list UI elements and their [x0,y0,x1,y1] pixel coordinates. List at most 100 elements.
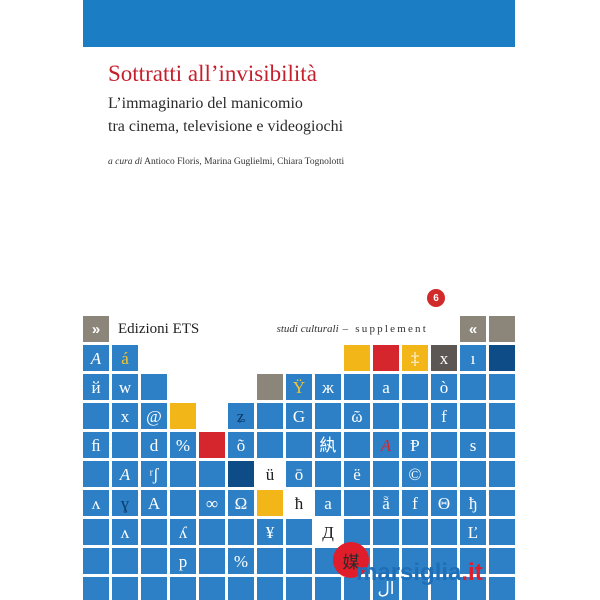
mosaic-tile: G [286,403,312,429]
mosaic-tile [315,577,341,600]
mosaic-glyph: ẵ [382,493,390,513]
watermark-tld: .it [461,559,483,586]
mosaic-tile: ʳʃ [141,461,167,487]
mosaic-tile [489,519,515,545]
mosaic-glyph: Д [322,522,334,542]
mosaic-tile: Ᵽ [402,432,428,458]
mosaic-tile: 紈 [315,432,341,458]
mosaic-tile [257,490,283,516]
mosaic-empty-cell [315,345,341,371]
mosaic-empty-cell [257,345,283,371]
mosaic-tile [141,374,167,400]
mosaic-tile: Θ [431,490,457,516]
mosaic-tile: ʌ [83,490,109,516]
mosaic-tile [257,374,283,400]
mosaic-tile: © [402,461,428,487]
mosaic-glyph: ʌ [120,522,130,542]
mosaic-tile: p [170,548,196,574]
mosaic-glyph: Θ [437,493,451,513]
mosaic-tile [112,548,138,574]
mosaic-tile [402,519,428,545]
mosaic-tile [373,403,399,429]
mosaic-tile [460,577,486,600]
mosaic-tile: % [228,548,254,574]
mosaic-glyph: G [292,406,306,426]
mosaic-tile [344,577,370,600]
mosaic-glyph: Ľ [467,522,479,542]
mosaic-tile [257,403,283,429]
mosaic-tile: Д [315,519,341,545]
mosaic-tile [373,548,399,574]
mosaic-glyph: Ω [234,493,248,513]
mosaic-tile: ¥ [257,519,283,545]
series-name: studi culturali [276,323,339,335]
mosaic-glyph: Ÿ [292,377,306,397]
mosaic-tile: f [402,490,428,516]
mosaic-tile: ђ [460,490,486,516]
mosaic-glyph: © [408,464,422,484]
mosaic-glyph: й [91,377,101,397]
mosaic-tile [344,374,370,400]
mosaic-tile [489,403,515,429]
mosaic-glyph: a [382,377,390,397]
mosaic-tile [402,577,428,600]
mosaic-glyph: ı [470,348,476,368]
mosaic-tile [199,432,225,458]
book-title: Sottratti all’invisibilità [108,61,317,86]
mosaic-tile: f [431,403,457,429]
mosaic-tile [286,519,312,545]
mosaic-tile: ʎ [170,519,196,545]
mosaic-glyph: s [469,435,477,455]
mosaic-tile: d [141,432,167,458]
mosaic-glyph: ‡ [410,348,420,368]
mosaic-empty-cell [228,345,254,371]
book-cover: Sottratti all’invisibilità L’immaginario… [83,0,515,600]
mosaic-tile: ж [315,374,341,400]
mosaic-tile [489,374,515,400]
mosaic-glyph: p [178,551,188,571]
mosaic-glyph: ʑ [236,406,246,426]
mosaic-empty-cell [170,374,196,400]
mosaic-tile [83,548,109,574]
mosaic-tile: ʑ [228,403,254,429]
mosaic-tile [83,519,109,545]
publisher-row: » Edizioni ETS studi culturali – supplem… [83,316,515,342]
mosaic-empty-cell [228,374,254,400]
mosaic-empty-cell [199,345,225,371]
mosaic-glyph: ō [294,464,304,484]
mosaic-tile [489,345,515,371]
mosaic-tile [489,577,515,600]
mosaic-tile [83,461,109,487]
mosaic-glyph: õ [236,435,246,455]
mosaic-glyph: f [441,406,447,426]
watermark-logo: marsiglia.it [356,561,483,585]
mosaic-tile [228,519,254,545]
mosaic-tile: ال [373,577,399,600]
mosaic-tile: ü [257,461,283,487]
subtitle-line: L’immaginario del manicomio [108,95,303,112]
mosaic-tile [286,548,312,574]
mosaic-tile [170,461,196,487]
mosaic-tile [344,519,370,545]
mosaic-glyph: Ᵽ [410,435,420,455]
mosaic-tile [257,432,283,458]
mosaic-tile [199,519,225,545]
mosaic-glyph: ال [377,579,395,598]
mosaic-tile [170,403,196,429]
mosaic-tile [460,403,486,429]
mosaic-tile [431,432,457,458]
mosaic-tile: a [315,490,341,516]
mosaic-glyph: ђ [468,493,478,513]
mosaic-tile [228,461,254,487]
mosaic-glyph: ë [353,464,361,484]
mosaic-tile [286,432,312,458]
mosaic-tile: ë [344,461,370,487]
mosaic-tile [460,461,486,487]
mosaic-tile [286,577,312,600]
mosaic-glyph: @ [146,406,162,426]
mosaic-tile [431,519,457,545]
mosaic-glyph: ﬁ [91,435,101,455]
book-editors: a cura di Antioco Floris, Marina Gugliel… [108,157,344,167]
mosaic-tile [257,548,283,574]
